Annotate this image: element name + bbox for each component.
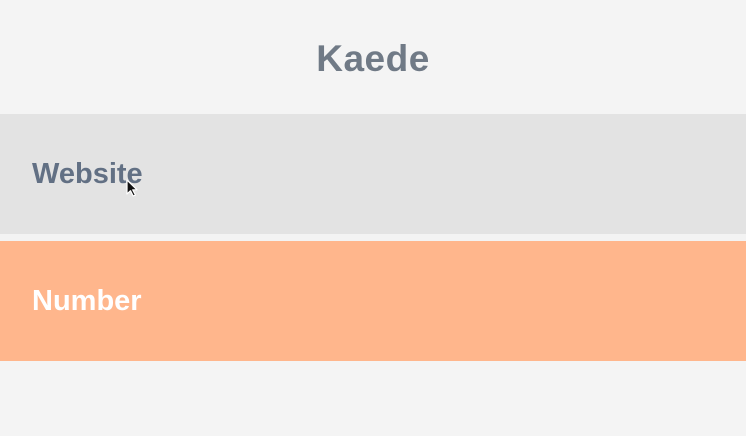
number-field[interactable]: Number <box>0 241 746 361</box>
number-label: Number <box>32 284 142 317</box>
website-label: Website <box>32 157 143 190</box>
mouse-pointer-icon <box>126 179 138 197</box>
header: Kaede <box>0 0 746 114</box>
empty-bottom-area <box>0 361 746 436</box>
page-title: Kaede <box>316 37 430 79</box>
website-field[interactable]: Website <box>0 114 746 234</box>
